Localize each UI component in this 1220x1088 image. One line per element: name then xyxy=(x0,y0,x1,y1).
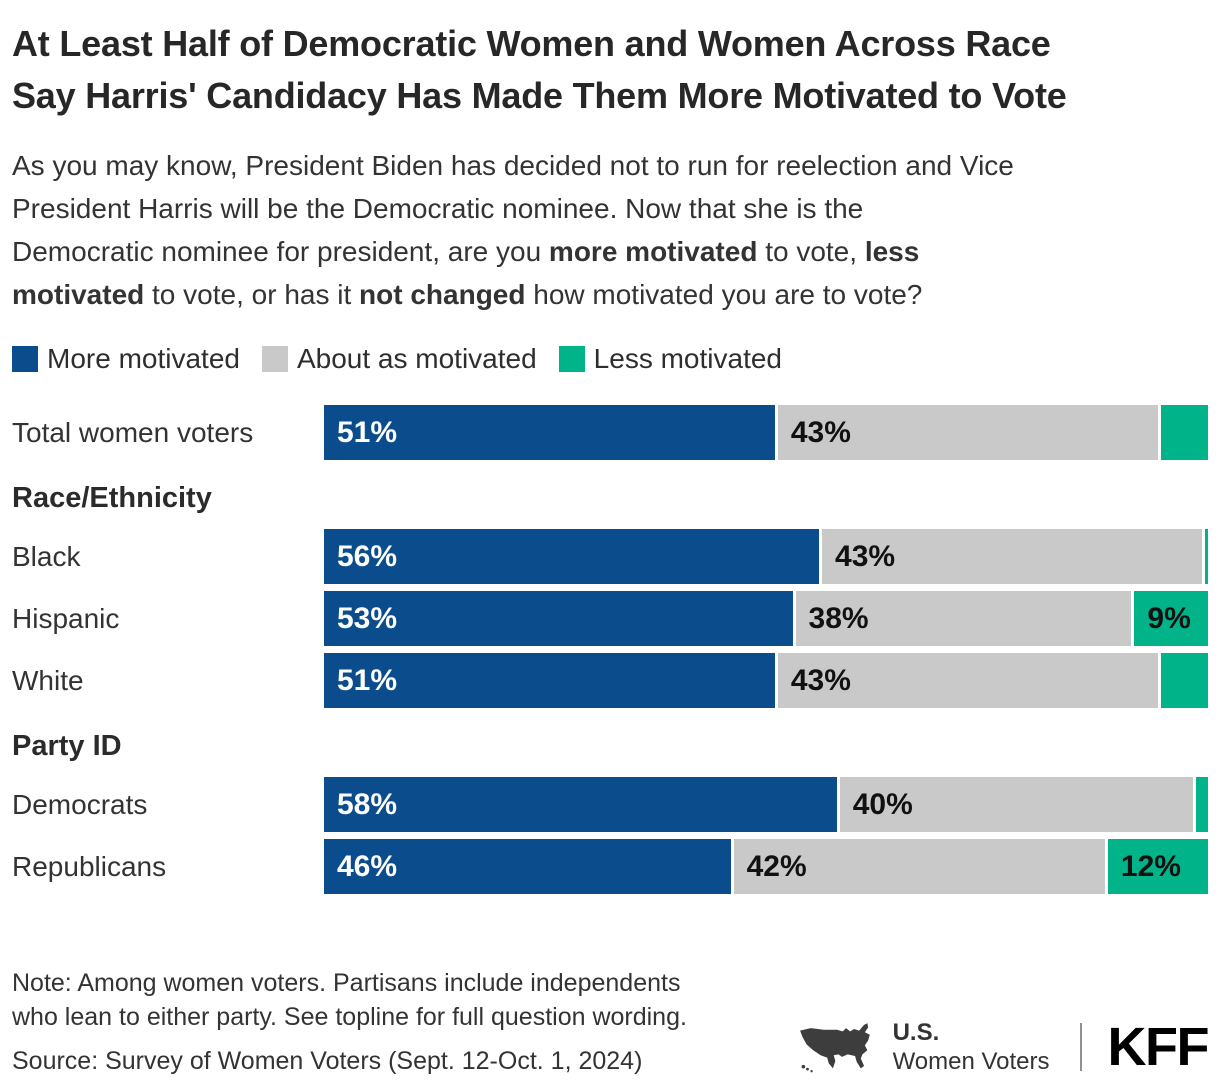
bar-track: 58% 40% xyxy=(324,777,1208,832)
chart-title-line-2: Say Harris' Candidacy Has Made Them More… xyxy=(12,75,1067,116)
section-header: Race/Ethnicity xyxy=(12,481,212,514)
chart-source: Source: Survey of Women Voters (Sept. 12… xyxy=(12,1047,643,1075)
bar-value-label: 42% xyxy=(746,849,807,883)
category-label: Democrats xyxy=(12,788,148,820)
bar-segment-more-motivated: 58% xyxy=(324,777,837,832)
bar-segment-less-motivated xyxy=(1196,777,1208,832)
brand-region-label: U.S. xyxy=(892,1019,940,1046)
subtitle-text: to vote, xyxy=(757,236,865,267)
bar-track: 56% 43% xyxy=(324,529,1208,584)
bar-segment-about-as-motivated: 38% xyxy=(795,591,1132,646)
subtitle-bold-text: less xyxy=(864,236,920,267)
bar-row: Black 56% 43% xyxy=(12,529,1208,584)
bar-track: 51% 43% xyxy=(324,653,1208,708)
bar-segment-less-motivated xyxy=(1160,405,1208,460)
bar-segment-more-motivated: 51% xyxy=(324,653,775,708)
bar-track: 51% 43% xyxy=(324,405,1208,460)
legend-item: About as motivated xyxy=(261,343,537,375)
bar-value-label: 51% xyxy=(337,415,398,449)
kff-logo: KFF xyxy=(1107,1017,1210,1077)
bar-value-label: 9% xyxy=(1147,601,1191,635)
category-label: White xyxy=(12,664,84,696)
chart-title: At Least Half of Democratic Women and Wo… xyxy=(12,18,1208,122)
bar-value-label: 43% xyxy=(790,415,851,449)
bar-row: Democrats 58% 40% xyxy=(12,777,1208,832)
note-line-2: who lean to either party. See topline fo… xyxy=(12,1003,687,1031)
bar-track: 53% 38% 9% xyxy=(324,591,1208,646)
bar-value-label: 43% xyxy=(790,663,851,697)
stacked-bar-chart: Total women voters 51% 43% Race/Ethnicity Bl… xyxy=(12,405,1208,894)
subtitle-text: Democratic nominee for president, are yo… xyxy=(12,236,549,267)
legend-swatch xyxy=(261,346,288,372)
chart-subtitle: As you may know, President Biden has dec… xyxy=(12,144,1208,316)
bar-segment-less-motivated: 12% xyxy=(1107,839,1208,894)
subtitle-line: motivated to vote, or has it not changed… xyxy=(12,273,1208,316)
bar-value-label: 58% xyxy=(337,787,398,821)
legend-item: Less motivated xyxy=(558,343,782,375)
chart-legend: More motivated About as motivated Less mot… xyxy=(12,343,1208,375)
bar-segment-about-as-motivated: 43% xyxy=(822,529,1203,584)
bar-value-label: 40% xyxy=(852,787,913,821)
subtitle-text: how motivated you are to vote? xyxy=(525,279,923,310)
subtitle-text: As you may know, President Biden has dec… xyxy=(12,150,1014,181)
subtitle-bold-text: not changed xyxy=(359,279,526,310)
bar-value-label: 53% xyxy=(337,601,398,635)
bar-segment-less-motivated xyxy=(1205,529,1208,584)
subtitle-bold-text: more motivated xyxy=(548,236,758,267)
legend-item: More motivated xyxy=(12,343,240,375)
bar-row: Republicans 46% 42% 12% xyxy=(12,839,1208,894)
category-label: Republicans xyxy=(12,850,167,882)
brand-separator xyxy=(1079,1023,1082,1071)
category-label: Hispanic xyxy=(12,602,120,634)
bar-segment-about-as-motivated: 43% xyxy=(777,405,1158,460)
us-map-icon xyxy=(799,1023,870,1073)
subtitle-line: Democratic nominee for president, are yo… xyxy=(12,230,1208,273)
bar-segment-more-motivated: 56% xyxy=(324,529,820,584)
bar-segment-about-as-motivated: 40% xyxy=(839,777,1194,832)
bar-row: White 51% 43% xyxy=(12,653,1208,708)
bar-value-label: 38% xyxy=(808,601,869,635)
subtitle-bold-text: motivated xyxy=(12,279,145,310)
bar-value-label: 43% xyxy=(835,539,896,573)
bar-track: 46% 42% 12% xyxy=(324,839,1208,894)
subtitle-line: President Harris will be the Democratic … xyxy=(12,187,1208,230)
legend-label: Less motivated xyxy=(593,343,782,374)
bar-segment-more-motivated: 46% xyxy=(324,839,731,894)
note-line-1: Note: Among women voters. Partisans incl… xyxy=(12,969,681,997)
bar-segment-more-motivated: 53% xyxy=(324,591,793,646)
bar-value-label: 56% xyxy=(337,539,398,573)
bar-segment-less-motivated: 9% xyxy=(1134,591,1208,646)
subtitle-text: President Harris will be the Democratic … xyxy=(12,193,864,224)
brand-text: U.S. Women Voters xyxy=(893,1018,1050,1076)
subtitle-text: to vote, or has it xyxy=(144,279,360,310)
bar-value-label: 51% xyxy=(337,663,398,697)
category-label: Total women voters xyxy=(12,416,254,448)
chart-footer: Note: Among women voters. Partisans incl… xyxy=(12,966,1210,1078)
legend-label: More motivated xyxy=(47,343,240,374)
section-header: Party ID xyxy=(12,729,122,762)
category-label: Black xyxy=(12,540,81,572)
legend-label: About as motivated xyxy=(296,343,537,374)
bar-row: Total women voters 51% 43% xyxy=(12,405,1208,460)
legend-swatch xyxy=(558,346,585,372)
bar-value-label: 12% xyxy=(1120,849,1181,883)
legend-swatch xyxy=(12,346,38,372)
bar-segment-about-as-motivated: 43% xyxy=(777,653,1158,708)
bar-row: Hispanic 53% 38% 9% xyxy=(12,591,1208,646)
bar-segment-less-motivated xyxy=(1160,653,1208,708)
brand-audience-label: Women Voters xyxy=(892,1048,1050,1075)
bar-value-label: 46% xyxy=(337,849,398,883)
bar-segment-about-as-motivated: 42% xyxy=(733,839,1105,894)
subtitle-line: As you may know, President Biden has dec… xyxy=(12,144,1208,187)
bar-segment-more-motivated: 51% xyxy=(324,405,775,460)
chart-title-line-1: At Least Half of Democratic Women and Wo… xyxy=(12,23,1051,64)
branding-block: U.S. Women Voters KFF xyxy=(796,1017,1210,1077)
chart-note: Note: Among women voters. Partisans incl… xyxy=(12,966,1208,1034)
